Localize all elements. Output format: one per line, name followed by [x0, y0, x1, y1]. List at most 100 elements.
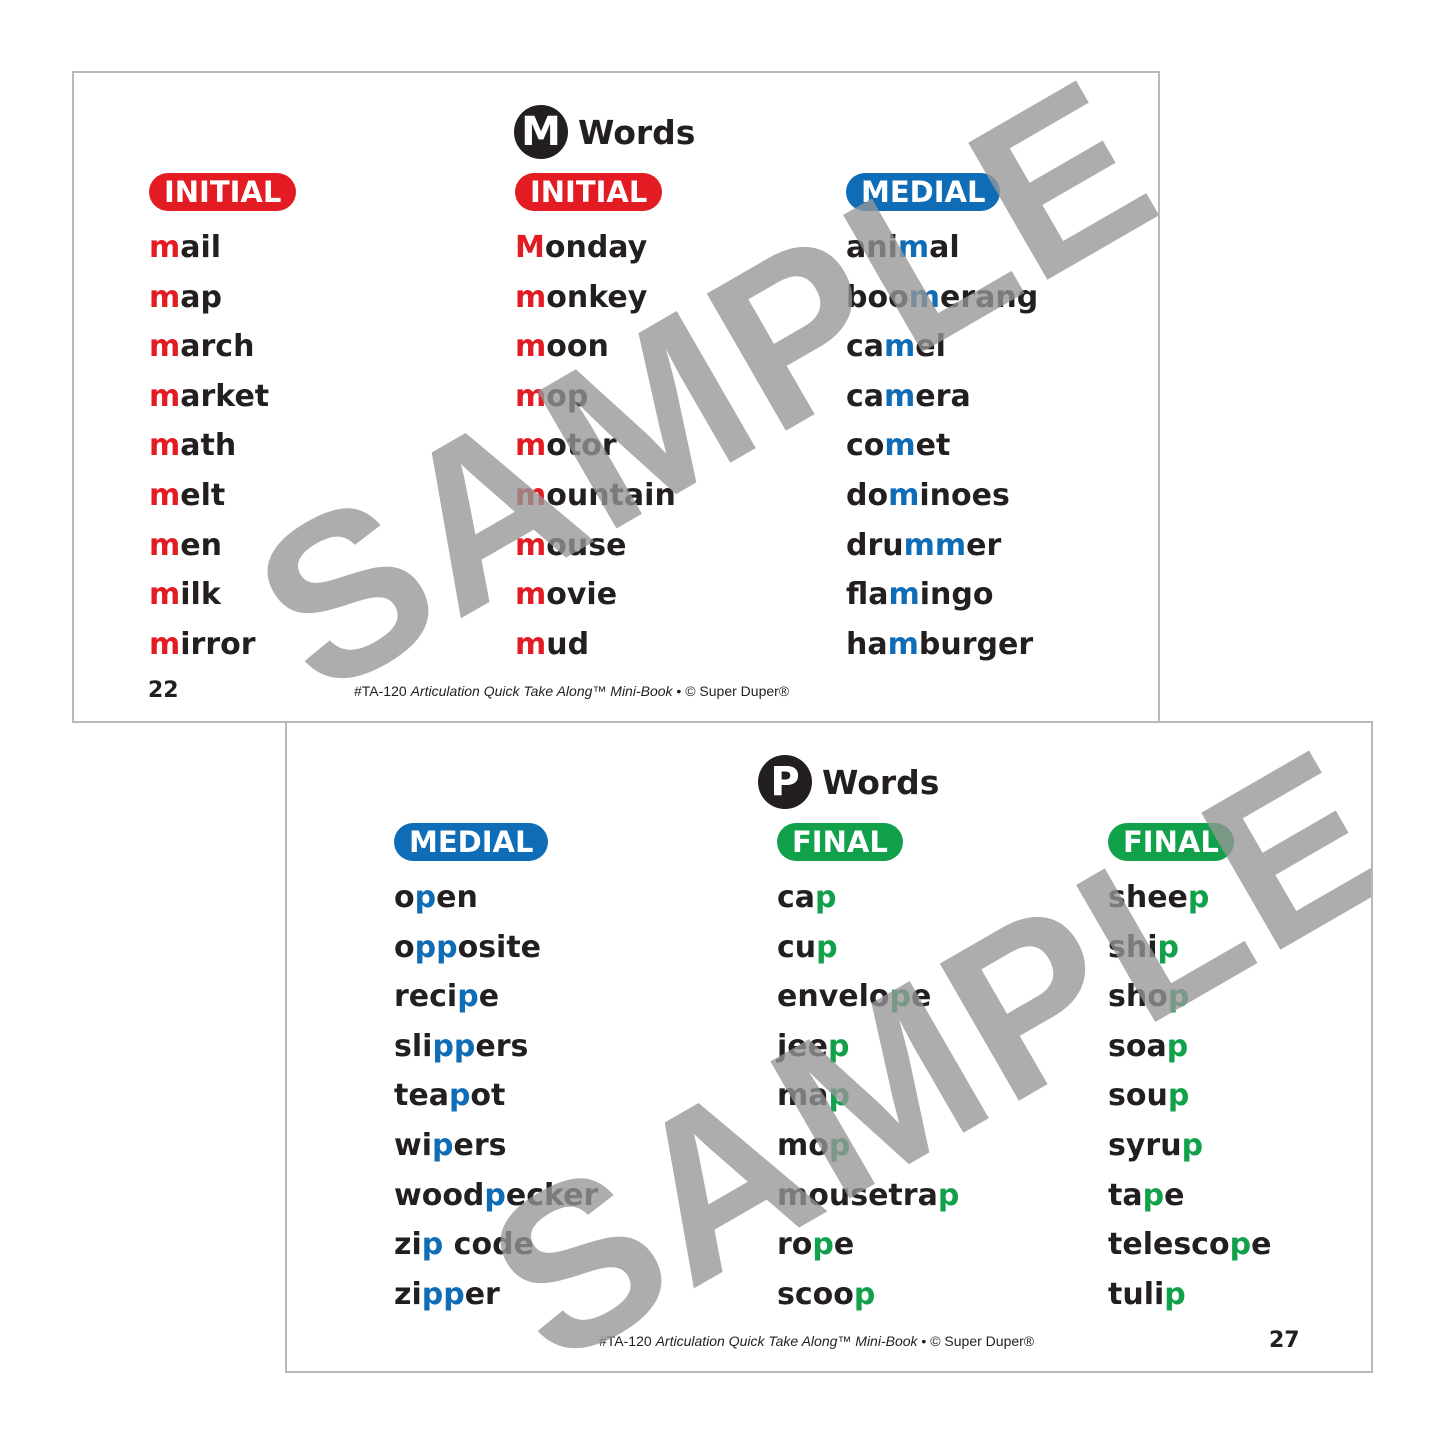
- word-item: camera: [846, 372, 1038, 422]
- title-text: Words: [578, 112, 696, 152]
- word-part: do: [846, 477, 889, 513]
- word-part: mo: [777, 1127, 829, 1163]
- target-sound: m: [887, 626, 919, 662]
- word-item: woodpecker: [394, 1171, 598, 1221]
- word-part: cu: [777, 929, 817, 965]
- word-part: ountain: [546, 477, 676, 513]
- word-part: irror: [180, 626, 256, 662]
- word-part: wood: [394, 1177, 485, 1213]
- word-part: e: [478, 979, 500, 1015]
- badge-row: INITIAL: [515, 173, 676, 223]
- target-sound: m: [149, 329, 181, 365]
- page-number: 27: [1269, 1328, 1300, 1353]
- target-sound: p: [1167, 979, 1190, 1015]
- word-part: e: [1251, 1227, 1272, 1263]
- word-item: recipe: [394, 972, 598, 1022]
- footer-book: Articulation Quick Take Along™ Mini-Book: [655, 1333, 918, 1349]
- word-part: onday: [544, 230, 648, 265]
- target-sound: m: [149, 477, 181, 513]
- target-sound: p: [457, 979, 479, 1015]
- word-part: ap: [180, 279, 222, 315]
- position-badge: FINAL: [1108, 823, 1234, 861]
- word-part: onkey: [546, 279, 648, 315]
- target-sound: m: [515, 477, 547, 513]
- target-sound: pp: [414, 929, 458, 965]
- footer-credit: #TA-120 Articulation Quick Take Along™ M…: [599, 1333, 1034, 1349]
- word-item: map: [149, 273, 296, 323]
- word-item: mop: [777, 1121, 959, 1171]
- target-sound: m: [149, 626, 181, 662]
- word-part: shee: [1108, 880, 1188, 915]
- target-sound: p: [828, 1078, 850, 1114]
- target-sound: m: [515, 527, 547, 563]
- target-sound: p: [812, 1227, 834, 1263]
- word-part: ath: [180, 428, 237, 464]
- target-sound: m: [908, 279, 940, 315]
- badge-row: FINAL: [777, 823, 959, 873]
- position-badge: INITIAL: [149, 173, 297, 211]
- word-item: rope: [777, 1220, 959, 1270]
- word-part: ro: [777, 1227, 813, 1263]
- word-item: hamburger: [846, 620, 1038, 670]
- target-sound: mm: [903, 527, 967, 563]
- word-item: moon: [515, 322, 676, 372]
- word-part: sli: [394, 1028, 433, 1064]
- target-sound: m: [515, 577, 547, 613]
- word-part: ca: [846, 378, 885, 414]
- word-item: cup: [777, 923, 959, 973]
- word-item: mud: [515, 620, 676, 670]
- word-part: ot: [470, 1078, 506, 1114]
- word-item: math: [149, 421, 296, 471]
- footer-copyright: © Super Duper®: [685, 683, 790, 699]
- word-part: e: [1164, 1177, 1185, 1213]
- word-part: e: [910, 979, 932, 1015]
- word-item: men: [149, 521, 296, 571]
- p-words-card: P Words MEDIAL open opposite recipe slippers te…: [285, 721, 1373, 1373]
- target-sound: p: [827, 1028, 850, 1064]
- target-sound: m: [884, 428, 916, 464]
- word-item: mail: [149, 223, 296, 273]
- badge-row: INITIAL: [149, 173, 297, 223]
- word-part: burger: [918, 626, 1034, 662]
- word-part: op: [546, 378, 589, 414]
- target-sound: pp: [421, 1276, 465, 1312]
- target-sound: m: [149, 230, 181, 265]
- word-item: cap: [777, 873, 959, 923]
- word-part: et: [915, 428, 951, 464]
- word-item: monkey: [515, 273, 676, 323]
- footer-sep: •: [921, 1333, 927, 1349]
- word-part: envelo: [777, 979, 890, 1015]
- word-part: ers: [475, 1028, 529, 1064]
- target-sound: m: [888, 477, 920, 513]
- word-part: ca: [777, 880, 816, 915]
- word-part: inoes: [919, 477, 1010, 513]
- word-item: dominoes: [846, 471, 1038, 521]
- target-sound: p: [828, 1127, 851, 1163]
- target-sound: p: [1157, 929, 1179, 965]
- word-item: mop: [515, 372, 676, 422]
- target-sound: m: [149, 428, 181, 464]
- word-column-final: FINAL cap cup envelope jeep map mop mousetrap ro…: [777, 823, 959, 1319]
- word-part: dru: [846, 527, 904, 563]
- target-sound: p: [421, 1227, 444, 1263]
- letter-circle-icon: M: [514, 105, 568, 159]
- word-part: ma: [777, 1078, 829, 1114]
- word-part: o: [394, 929, 415, 965]
- target-sound: p: [1229, 1227, 1252, 1263]
- target-sound: m: [884, 329, 916, 365]
- word-item: zip code: [394, 1220, 598, 1270]
- word-part: shi: [1108, 929, 1158, 965]
- target-sound: m: [888, 577, 920, 613]
- target-sound: p: [1187, 880, 1210, 915]
- word-part: jee: [777, 1028, 828, 1064]
- footer-sep: •: [676, 683, 682, 699]
- word-item: telescope: [1108, 1220, 1271, 1270]
- target-sound: m: [149, 577, 181, 613]
- word-item: teapot: [394, 1071, 598, 1121]
- target-sound: m: [884, 378, 916, 414]
- word-item: motor: [515, 421, 676, 471]
- footer-copyright: © Super Duper®: [930, 1333, 1035, 1349]
- word-item: tulip: [1108, 1270, 1271, 1320]
- card-title: M Words: [514, 105, 695, 159]
- target-sound: m: [515, 378, 547, 414]
